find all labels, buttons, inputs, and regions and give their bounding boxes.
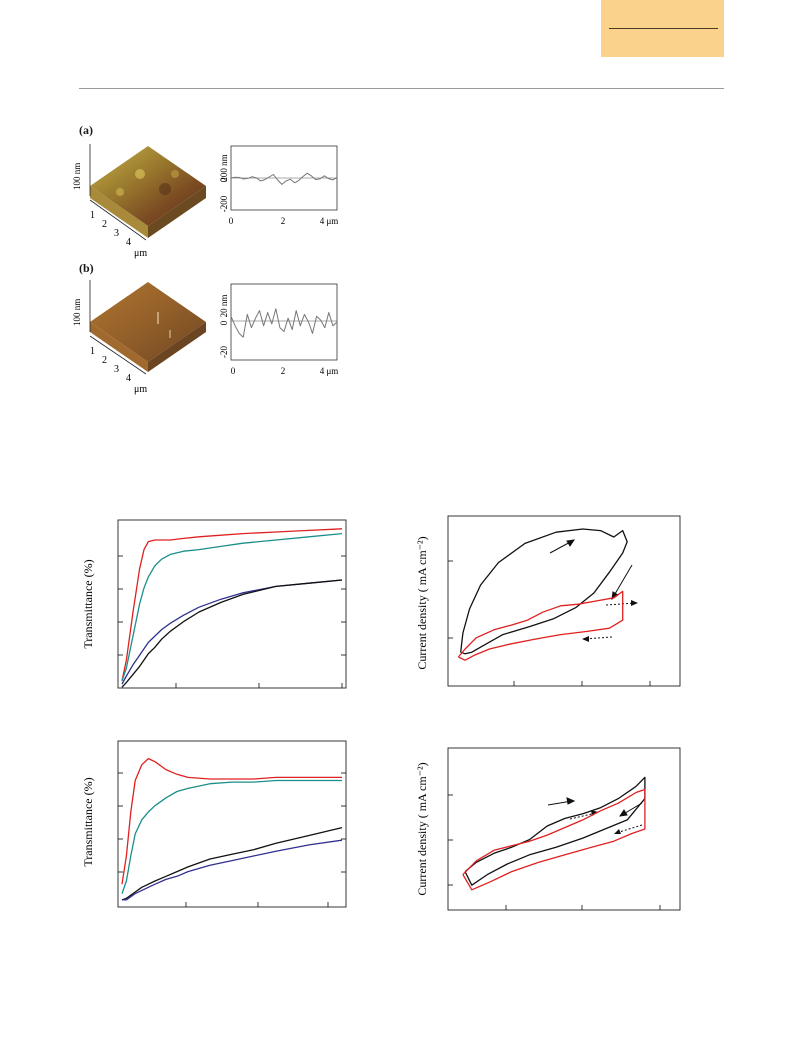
surface-unit: μm bbox=[134, 248, 147, 259]
profile-ytick: 200 nm bbox=[219, 154, 229, 181]
header-rule bbox=[79, 88, 724, 89]
surface-height-label: 100 nm bbox=[72, 163, 82, 190]
surface-front-right bbox=[148, 186, 206, 238]
profile-ytick: -200 bbox=[219, 195, 229, 212]
surface-tick: 3 bbox=[114, 228, 119, 239]
surface-tick: 1 bbox=[90, 210, 95, 221]
surface-x-axis bbox=[89, 199, 147, 241]
current-density-chart-2: Current density ( mA cm⁻²) bbox=[415, 747, 681, 911]
y-axis-label: Current density ( mA cm⁻²) bbox=[415, 762, 429, 895]
plot-frame bbox=[447, 747, 681, 911]
profile-xtick: 2 bbox=[281, 216, 286, 226]
series-line-3 bbox=[121, 826, 343, 901]
profile-ytick: 0 bbox=[219, 177, 229, 182]
surface-x-axis bbox=[89, 335, 147, 375]
y-axis-label: Transmittance (%) bbox=[81, 777, 95, 866]
current-density-chart-1: Current density ( mA cm⁻²) bbox=[415, 515, 681, 687]
surface-front-left bbox=[90, 322, 148, 372]
surface-tick: 4 bbox=[126, 373, 131, 384]
profile-xtick: 2 bbox=[281, 366, 286, 376]
plot-frame bbox=[117, 519, 347, 689]
afm-panel-a-label: (a) bbox=[79, 123, 93, 137]
profile-ytick: -20 bbox=[219, 346, 229, 358]
surface-unit: μm bbox=[134, 384, 147, 395]
header-tab-line bbox=[609, 28, 718, 29]
afm-surface-a: 100 nm 1 2 3 4 μm bbox=[72, 144, 206, 259]
surface-tick: 1 bbox=[90, 346, 95, 357]
profile-xtick: 4 μm bbox=[320, 366, 339, 376]
surface-tick: 3 bbox=[114, 364, 119, 375]
series-line-2 bbox=[121, 779, 342, 894]
header-tab bbox=[601, 0, 724, 57]
series-line-3 bbox=[121, 579, 343, 685]
afm-panel-b-label: (b) bbox=[79, 261, 94, 275]
series-line-4 bbox=[121, 579, 343, 688]
afm-profile-b: 20 nm 0 -20 0 2 4 μm bbox=[219, 283, 339, 376]
y-axis-label: Transmittance (%) bbox=[81, 559, 95, 648]
profile-xtick: 4 μm bbox=[320, 216, 339, 226]
profile-xtick: 0 bbox=[231, 366, 236, 376]
surface-front-right bbox=[148, 322, 206, 372]
plot-frame bbox=[117, 740, 347, 908]
surface-top bbox=[90, 282, 206, 362]
series-line-4 bbox=[122, 839, 343, 901]
surface-front-left bbox=[90, 186, 148, 238]
series-line-2 bbox=[121, 532, 343, 682]
surface-tick: 4 bbox=[126, 237, 131, 248]
profile-ytick: 20 nm bbox=[219, 295, 229, 318]
profile-ytick: 0 bbox=[219, 320, 229, 325]
series-line-1 bbox=[121, 757, 342, 885]
transmittance-chart-1: Transmittance (%) bbox=[81, 519, 347, 689]
surface-tick: 2 bbox=[102, 355, 107, 366]
afm-profile-a: 200 nm 0 -200 0 2 4 μm bbox=[219, 145, 339, 226]
surface-tick: 2 bbox=[102, 219, 107, 230]
series-line-2 bbox=[457, 590, 624, 661]
series-line-1 bbox=[460, 528, 628, 655]
surface-height-label: 100 nm bbox=[72, 299, 82, 326]
profile-xtick: 0 bbox=[229, 216, 234, 226]
afm-surface-b: 100 nm 1 2 3 4 μm bbox=[72, 280, 206, 395]
transmittance-chart-2: Transmittance (%) bbox=[81, 740, 347, 908]
series-line-1 bbox=[121, 528, 343, 681]
series-line-2 bbox=[462, 788, 646, 891]
profile-line bbox=[230, 172, 338, 185]
surface-top bbox=[90, 146, 206, 226]
y-axis-label: Current density ( mA cm⁻²) bbox=[415, 536, 429, 669]
plot-frame bbox=[447, 515, 681, 687]
profile-line bbox=[230, 308, 338, 338]
